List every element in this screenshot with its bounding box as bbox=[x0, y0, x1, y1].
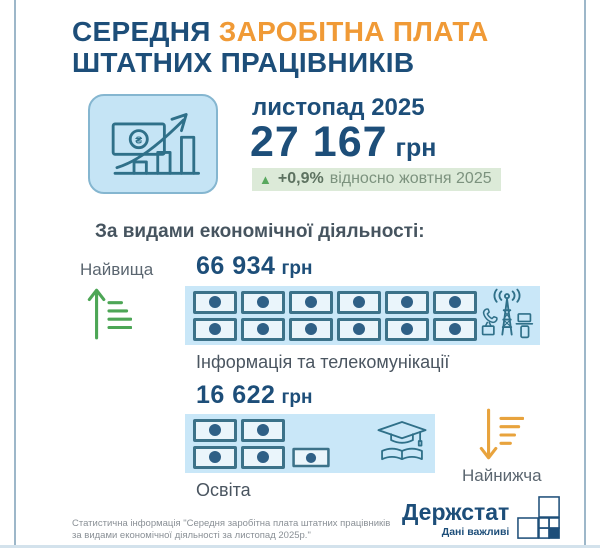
banknote-icon bbox=[385, 317, 429, 341]
telecom-tower-icon bbox=[477, 287, 537, 344]
lowest-category: Освіта bbox=[196, 480, 251, 500]
period-label: листопад 2025 bbox=[252, 94, 425, 121]
change-badge: ▲ +0,9% відносно жовтня 2025 bbox=[252, 168, 501, 191]
banknote-icon bbox=[337, 290, 381, 314]
banknote-icon bbox=[433, 317, 477, 341]
svg-text:₴: ₴ bbox=[135, 135, 142, 146]
banknote-icon bbox=[193, 317, 237, 341]
source-line1: Статистична інформація "Середня заробітн… bbox=[72, 518, 391, 529]
squares-grid-icon bbox=[517, 496, 561, 545]
banknote-icon bbox=[337, 317, 381, 341]
up-triangle-icon: ▲ bbox=[259, 171, 272, 187]
banknote-icon bbox=[289, 317, 333, 341]
lowest-amount: 16 622 грн bbox=[196, 381, 313, 409]
hero-icon-card: ₴ bbox=[88, 94, 218, 194]
banknote-icon bbox=[241, 418, 285, 442]
highest-category: Інформація та телекомунікації bbox=[196, 352, 450, 372]
banknote-icon bbox=[241, 290, 285, 314]
section-subtitle: За видами економічної діяльності: bbox=[95, 221, 425, 242]
change-value: +0,9% bbox=[277, 170, 324, 187]
banknote-icon bbox=[241, 317, 285, 341]
left-frame-line bbox=[14, 0, 16, 548]
logo-texts: Держстат Дані важливі bbox=[402, 496, 509, 538]
banknote-icon bbox=[433, 290, 477, 314]
derzhstat-logo: Держстат Дані важливі bbox=[402, 496, 561, 545]
banknote-icon bbox=[385, 290, 429, 314]
banknote-icon bbox=[193, 445, 237, 469]
right-frame-line bbox=[584, 0, 586, 548]
highest-label: Найвища bbox=[80, 260, 154, 279]
change-suffix: відносно жовтня 2025 bbox=[329, 170, 492, 187]
source-note: Статистична інформація "Середня заробітн… bbox=[72, 518, 390, 542]
average-salary-value: 27 167 грн bbox=[250, 118, 436, 167]
sort-ascending-icon bbox=[86, 284, 133, 347]
highest-pictogram-band bbox=[185, 286, 540, 345]
highest-amount: 66 934 грн bbox=[196, 252, 313, 280]
title-line2: ШТАТНИХ ПРАЦІВНИКІВ bbox=[72, 47, 415, 78]
banknote-icon bbox=[193, 290, 237, 314]
logo-tagline: Дані важливі bbox=[441, 526, 510, 538]
education-icon bbox=[373, 417, 431, 470]
banknote-pictogram bbox=[193, 418, 373, 469]
banknote-icon bbox=[193, 418, 237, 442]
banknote-icon bbox=[289, 290, 333, 314]
lowest-label: Найнижча bbox=[462, 466, 542, 485]
banknote-pictogram bbox=[193, 290, 477, 341]
bottom-frame-line bbox=[0, 545, 600, 548]
title-line1: СЕРЕДНЯ ЗАРОБІТНА ПЛАТА bbox=[72, 16, 489, 47]
source-line2: за видами економічної діяльності за лист… bbox=[72, 530, 311, 541]
logo-name: Держстат bbox=[402, 499, 510, 525]
money-growth-icon: ₴ bbox=[106, 105, 200, 184]
lowest-pictogram-band bbox=[185, 414, 435, 473]
page-title: СЕРЕДНЯ ЗАРОБІТНА ПЛАТА ШТАТНИХ ПРАЦІВНИ… bbox=[72, 16, 488, 78]
banknote-icon bbox=[292, 447, 330, 467]
salary-currency: грн bbox=[395, 134, 437, 162]
sort-descending-icon bbox=[478, 406, 525, 469]
banknote-icon bbox=[241, 445, 285, 469]
salary-number: 27 167 bbox=[250, 118, 388, 166]
